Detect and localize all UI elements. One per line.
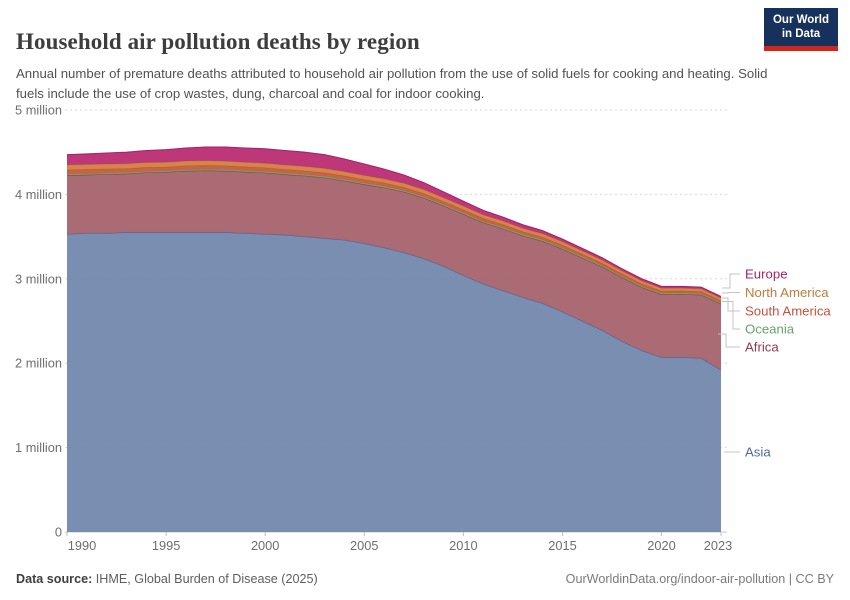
legend-connector-africa: [718, 333, 740, 348]
x-axis-label-2000: 2000: [251, 538, 279, 553]
legend-connector-europe: [722, 273, 740, 289]
owid-logo-box: Our World in Data: [764, 8, 838, 46]
area-topline-europe: [66, 146, 722, 297]
data-source-value: IHME, Global Burden of Disease (2025): [92, 572, 318, 586]
area-africa[interactable]: [67, 170, 721, 371]
y-axis-label-5: 5 million: [15, 103, 62, 118]
owid-link[interactable]: OurWorldinData.org/indoor-air-pollution …: [565, 572, 834, 586]
chart-subtitle: Annual number of premature deaths attrib…: [16, 66, 768, 101]
area-north-america[interactable]: [67, 160, 721, 301]
x-axis-label-1990: 1990: [68, 538, 96, 553]
legend-connector-north-america: [722, 292, 740, 294]
legend-label-africa[interactable]: Africa: [745, 340, 779, 355]
x-axis-label-2010: 2010: [449, 538, 477, 553]
owid-logo-line2: in Data: [781, 28, 821, 40]
y-axis-label-1: 1 million: [15, 440, 62, 455]
legend-label-oceania[interactable]: Oceania: [745, 322, 795, 337]
y-axis-label-3: 3 million: [15, 271, 62, 286]
x-axis-label-2020: 2020: [647, 538, 675, 553]
y-axis-label-4: 4 million: [15, 187, 62, 202]
legend-connector-oceania: [722, 301, 740, 330]
x-axis-label-2005: 2005: [350, 538, 378, 553]
y-axis-label-0: 0: [55, 525, 62, 540]
legend-label-south-america[interactable]: South America: [745, 304, 831, 319]
legend-label-asia[interactable]: Asia: [745, 445, 771, 460]
y-axis-label-2: 2 million: [15, 356, 62, 371]
data-source-note: Data source: IHME, Global Burden of Dise…: [16, 572, 318, 586]
area-asia[interactable]: [67, 232, 721, 532]
page-title: Household air pollution deaths by region: [16, 29, 420, 55]
x-axis-label-2023: 2023: [704, 538, 732, 553]
owid-logo[interactable]: Our World in Data: [764, 8, 838, 51]
x-axis-label-2015: 2015: [548, 538, 576, 553]
owid-logo-red-strip: [764, 46, 838, 51]
owid-logo-line1: Our World: [772, 13, 829, 26]
legend-connector-south-america: [722, 297, 740, 312]
legend-label-north-america[interactable]: North America: [745, 285, 829, 300]
x-axis-label-1995: 1995: [152, 538, 180, 553]
area-topline-south-america: [66, 164, 722, 302]
area-europe[interactable]: [67, 147, 721, 298]
legend-label-europe[interactable]: Europe: [745, 267, 788, 282]
data-source-label: Data source:: [16, 572, 93, 586]
